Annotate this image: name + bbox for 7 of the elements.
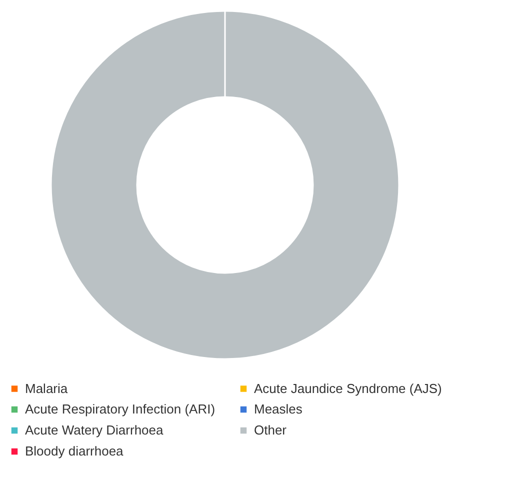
legend-label: Acute Respiratory Infection (ARI) [25, 402, 216, 416]
legend-label: Other [254, 422, 288, 438]
legend-label: Acute Jaundice Syndrome (AJS) [254, 380, 442, 396]
legend-label: Malaria [25, 380, 68, 396]
legend-label: Bloody diarrhoea [25, 444, 124, 458]
legend-label: Acute Watery Diarrhoea [25, 422, 164, 438]
legend-label: Measles [254, 402, 303, 416]
